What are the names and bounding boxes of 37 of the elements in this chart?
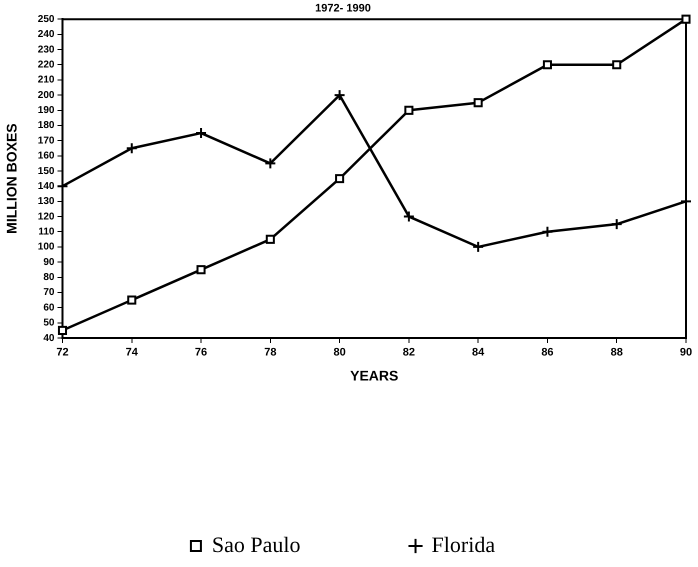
y-tick-label: 40 — [43, 332, 55, 344]
y-tick-label: 140 — [38, 180, 55, 192]
y-tick-label: 250 — [38, 14, 55, 25]
chart-title: 1972- 1990 — [315, 2, 371, 15]
y-tick-label: 180 — [38, 120, 55, 132]
y-tick-label: 110 — [38, 226, 55, 238]
y-tick-label: 150 — [38, 166, 55, 177]
y-tick-label: 70 — [43, 287, 55, 298]
x-tick-label: 74 — [126, 346, 139, 359]
legend-label: Sao Paulo — [212, 532, 301, 557]
y-tick-label: 160 — [38, 150, 55, 162]
y-tick-label: 80 — [43, 272, 55, 284]
y-axis-title: MILLION BOXES — [3, 123, 20, 234]
y-tick-label: 60 — [43, 302, 55, 314]
y-tick-label: 90 — [43, 256, 55, 268]
x-tick-label: 82 — [402, 346, 416, 359]
x-tick-label: 72 — [56, 346, 69, 359]
y-tick-label: 210 — [38, 74, 55, 86]
y-tick-label: 220 — [38, 59, 55, 70]
x-axis-title: YEARS — [350, 367, 398, 384]
x-tick-label: 86 — [541, 346, 554, 359]
x-tick-label: 76 — [194, 346, 208, 359]
y-tick-label: 240 — [38, 29, 55, 40]
y-tick-label: 50 — [43, 318, 55, 329]
x-tick-label: 90 — [680, 346, 692, 359]
x-tick-label: 88 — [610, 346, 623, 359]
y-tick-label: 120 — [38, 211, 55, 222]
y-tick-label: 130 — [38, 196, 55, 208]
y-tick-label: 170 — [38, 135, 55, 146]
y-tick-label: 200 — [38, 90, 55, 101]
y-tick-label: 100 — [38, 242, 55, 253]
legend-label: Florida — [432, 532, 496, 557]
x-tick-label: 84 — [472, 346, 486, 359]
x-tick-label: 78 — [264, 346, 276, 359]
y-tick-label: 190 — [38, 105, 55, 116]
y-tick-label: 230 — [38, 44, 55, 56]
x-tick-label: 80 — [333, 346, 346, 359]
